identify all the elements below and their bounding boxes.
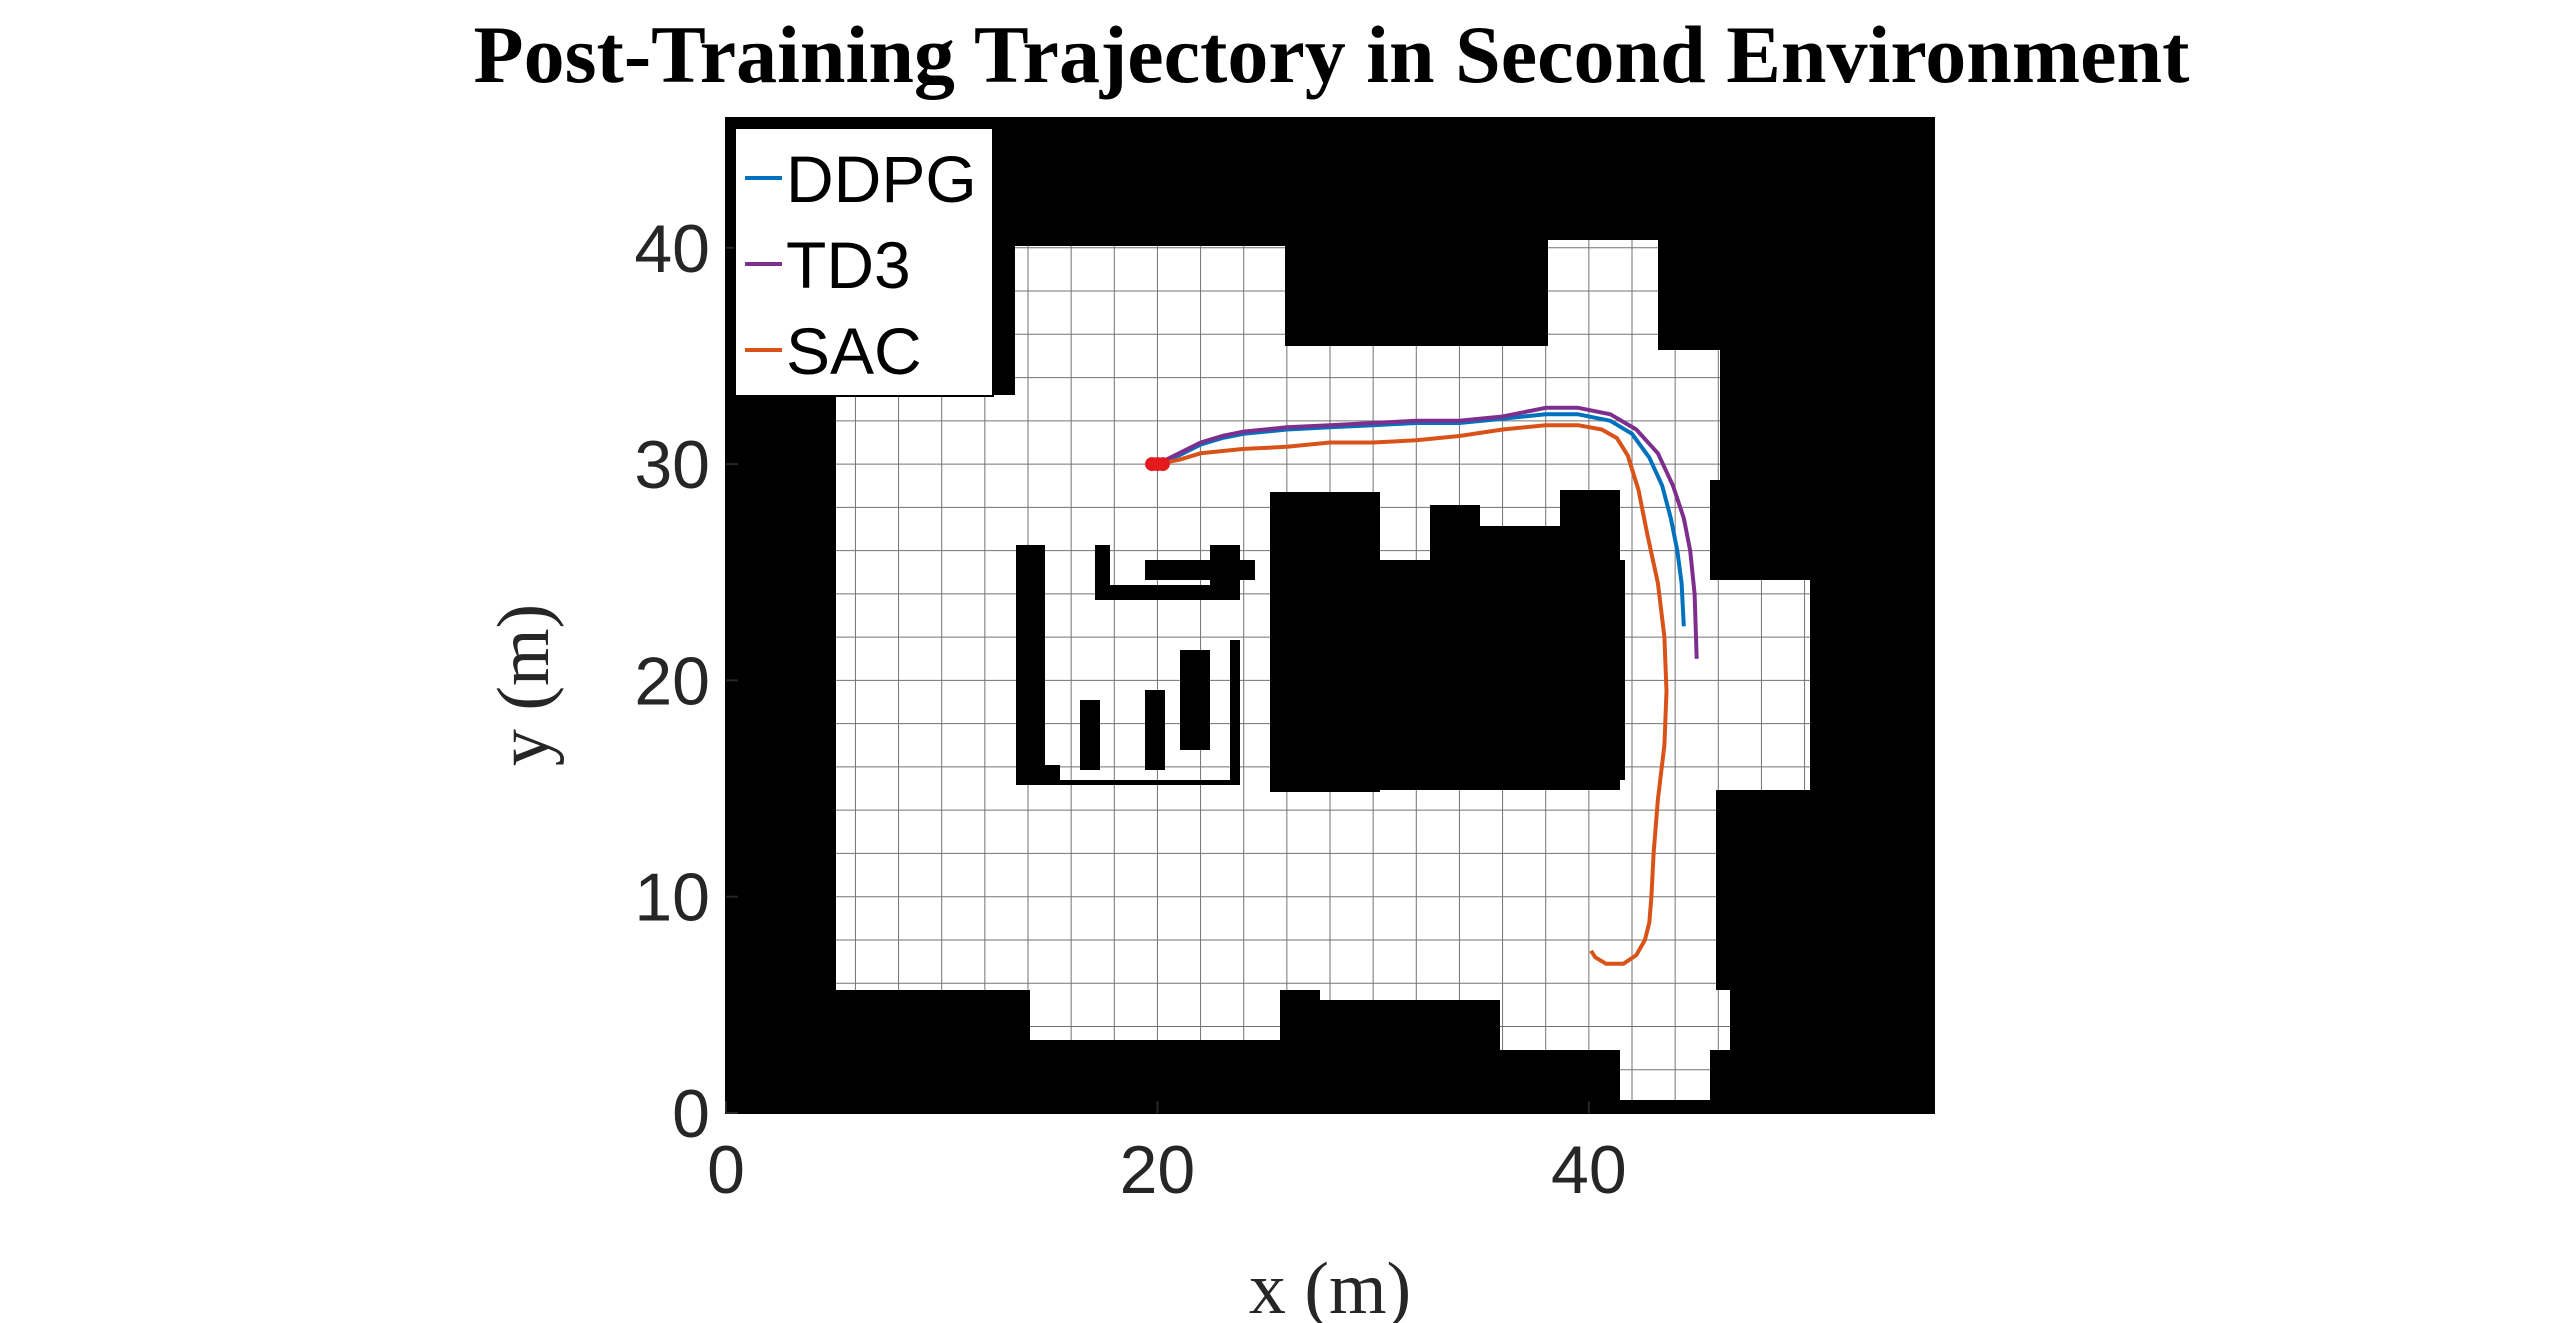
legend-label-sac: SAC	[786, 314, 922, 388]
y-tick-label: 40	[634, 211, 710, 287]
x-tick-label: 0	[707, 1132, 745, 1208]
start-marker-layer	[1145, 457, 1170, 472]
y-axis-ticks: 0 10 20 30 40	[634, 211, 738, 1152]
x-axis-ticks: 0 20 40	[707, 1101, 1627, 1208]
y-tick-label: 20	[634, 643, 710, 719]
plot-frame	[725, 117, 1935, 1114]
legend-label-td3: TD3	[786, 228, 911, 302]
x-tick-label: 40	[1551, 1132, 1627, 1208]
y-tick-label: 0	[672, 1076, 710, 1152]
series-line-sac	[1157, 423, 1669, 966]
chart-title: Post-Training Trajectory in Second Envir…	[473, 9, 2190, 100]
trajectory-series	[1156, 405, 1699, 966]
series-line-ddpg	[1156, 412, 1686, 627]
y-tick-label: 30	[634, 427, 710, 503]
legend: DDPG TD3 SAC	[734, 127, 994, 397]
x-axis-label: x (m)	[1249, 1248, 1411, 1323]
series-line-td3	[1156, 405, 1699, 659]
y-axis-label: y (m)	[483, 604, 565, 766]
x-tick-label: 20	[1120, 1132, 1196, 1208]
start-marker-point	[1155, 457, 1170, 472]
occupancy-map-free-space	[836, 240, 1810, 1100]
y-tick-label: 10	[634, 860, 710, 936]
legend-label-ddpg: DDPG	[786, 142, 977, 216]
